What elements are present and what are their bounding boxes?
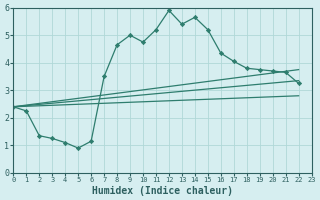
X-axis label: Humidex (Indice chaleur): Humidex (Indice chaleur): [92, 186, 233, 196]
